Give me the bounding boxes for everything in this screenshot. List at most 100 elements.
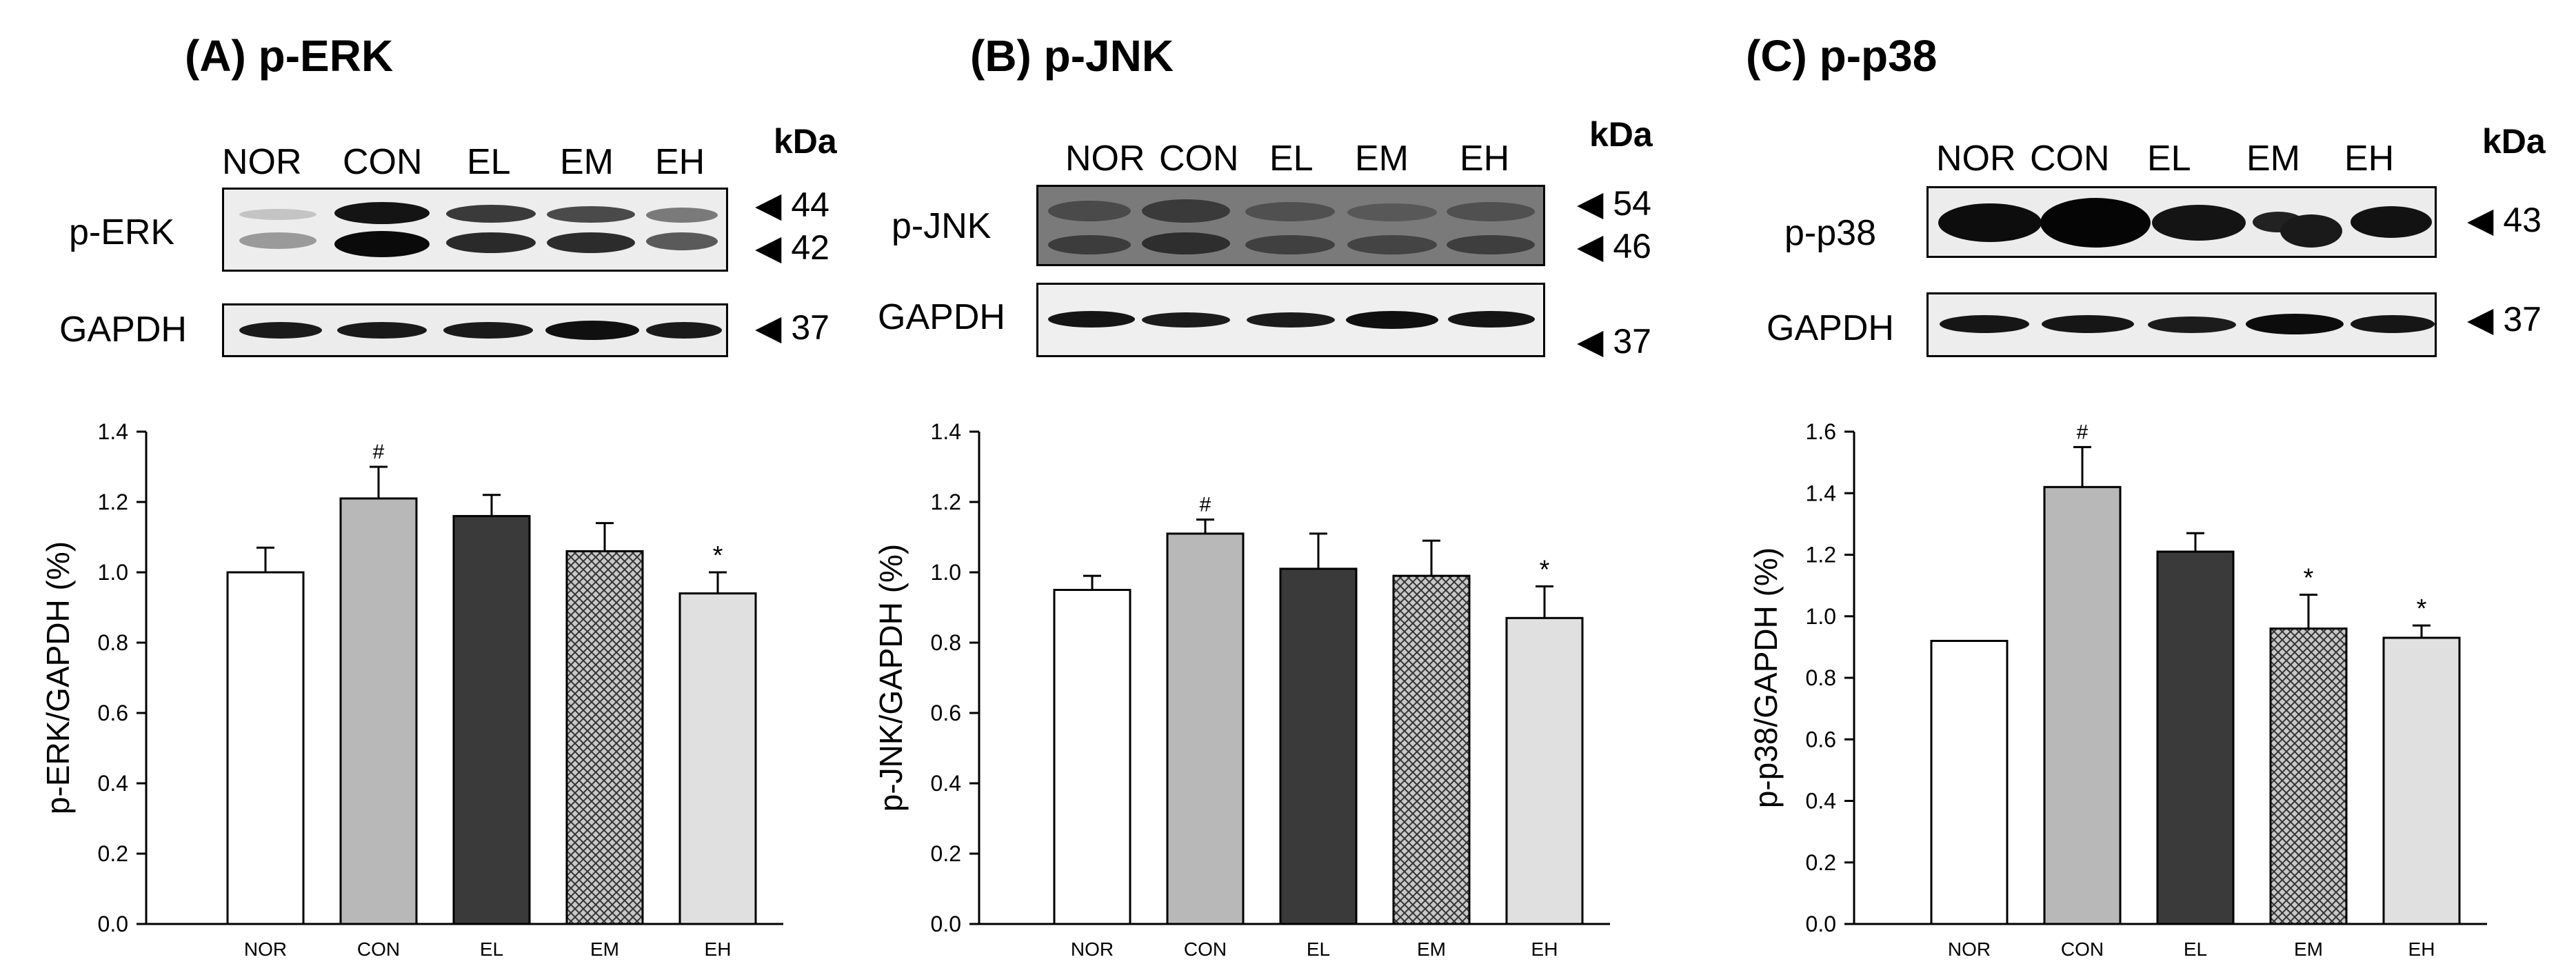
loading-blot bbox=[1036, 283, 1545, 357]
y-tick-label: 1.4 bbox=[98, 419, 128, 444]
panel-c: (C) p-p38 kDa NOR CON EL EM EH p-p38 ◀ 4… bbox=[1703, 0, 2558, 975]
marker-value: 46 bbox=[1613, 227, 1651, 265]
x-tick-label: EH bbox=[705, 938, 732, 960]
lane-label: EH bbox=[655, 142, 705, 182]
loading-blot bbox=[222, 303, 728, 357]
y-tick-label: 0.6 bbox=[1806, 727, 1836, 752]
y-tick-label: 0.0 bbox=[931, 912, 961, 936]
marker-value: 37 bbox=[2503, 300, 2542, 339]
bar-em bbox=[1392, 574, 1471, 925]
y-tick-label: 0.0 bbox=[98, 912, 128, 936]
significance-mark: * bbox=[1540, 555, 1550, 584]
x-tick-label: EH bbox=[1531, 938, 1558, 960]
significance-mark: * bbox=[2304, 564, 2314, 593]
kda-label: kDa bbox=[2482, 122, 2546, 161]
kda-label: kDa bbox=[1589, 115, 1653, 154]
lane-label: CON bbox=[343, 142, 423, 182]
panel-title: (C) p-p38 bbox=[1746, 31, 1938, 81]
y-tick-label: 1.2 bbox=[1806, 543, 1836, 567]
bar-nor bbox=[226, 571, 305, 925]
y-tick-label: 1.4 bbox=[1806, 481, 1836, 505]
target-label: p-ERK bbox=[69, 212, 175, 252]
y-tick-label: 1.4 bbox=[931, 419, 961, 444]
y-tick-label: 0.2 bbox=[1806, 850, 1836, 875]
y-tick-label: 0.2 bbox=[931, 841, 961, 866]
y-tick-label: 0.8 bbox=[1806, 665, 1836, 690]
target-label: p-JNK bbox=[892, 206, 992, 246]
marker-value: 37 bbox=[791, 308, 829, 347]
target-marker: ◀ 42 bbox=[755, 228, 829, 267]
marker-value: 37 bbox=[1613, 322, 1651, 361]
x-tick-label: EH bbox=[2408, 938, 2435, 960]
y-tick-label: 0.4 bbox=[1806, 789, 1836, 814]
panel-title: (A) p-ERK bbox=[185, 31, 394, 81]
target-marker: ◀ 54 bbox=[1577, 184, 1651, 223]
x-tick-label: NOR bbox=[1948, 938, 1991, 960]
lane-label: CON bbox=[1159, 139, 1239, 179]
y-tick-label: 1.6 bbox=[1806, 419, 1836, 444]
x-tick-label: EL bbox=[480, 938, 503, 960]
bar-con bbox=[2043, 485, 2122, 925]
y-tick-label: 1.2 bbox=[931, 490, 961, 514]
x-tick-label: NOR bbox=[244, 938, 287, 960]
target-marker: ◀ 43 bbox=[2467, 201, 2542, 239]
bar-chart: 0.0 0.2 0.4 0.6 0.8 1.0 1.2 1.4 1.6 p-p38/GAPDH (… bbox=[1748, 419, 2487, 960]
x-tick-label: EM bbox=[2294, 938, 2323, 960]
x-tick-label: CON bbox=[357, 938, 400, 960]
significance-mark: # bbox=[2077, 421, 2089, 443]
y-tick-label: 0.8 bbox=[98, 630, 128, 655]
loading-label: GAPDH bbox=[878, 297, 1005, 337]
y-tick-label: 1.0 bbox=[931, 560, 961, 585]
y-tick-label: 1.2 bbox=[98, 490, 128, 514]
y-tick-label: 0.4 bbox=[98, 771, 128, 796]
loading-label: GAPDH bbox=[59, 310, 187, 350]
bar-el bbox=[452, 514, 531, 925]
lane-label: EL bbox=[2147, 139, 2191, 179]
loading-label: GAPDH bbox=[1767, 308, 1894, 348]
bar-con bbox=[339, 497, 418, 925]
significance-mark: * bbox=[2417, 594, 2427, 623]
significance-mark: # bbox=[373, 441, 385, 463]
bar-el bbox=[2156, 550, 2235, 925]
lane-label: EM bbox=[2246, 139, 2300, 179]
bar-con bbox=[1166, 532, 1245, 925]
target-blot bbox=[222, 188, 728, 272]
bar-eh bbox=[2382, 636, 2461, 925]
y-tick-label: 0.6 bbox=[98, 701, 128, 725]
x-tick-label: EM bbox=[1417, 938, 1446, 960]
x-tick-label: NOR bbox=[1071, 938, 1114, 960]
marker-value: 42 bbox=[791, 228, 829, 267]
bar-chart: 0.0 0.2 0.4 0.6 0.8 1.0 1.2 1.4 p-JNK/GAPDH (%) N… bbox=[873, 419, 1610, 960]
lane-label: NOR bbox=[222, 142, 302, 182]
x-tick-label: CON bbox=[1184, 938, 1227, 960]
y-axis-label: p-p38/GAPDH (%) bbox=[1748, 547, 1784, 808]
bar-eh bbox=[678, 592, 757, 925]
target-marker: ◀ 46 bbox=[1577, 227, 1651, 265]
panel-a: (A) p-ERK kDa NOR CON EL EM EH p-ERK ◀ 4… bbox=[0, 0, 855, 975]
y-axis-label: p-JNK/GAPDH (%) bbox=[873, 544, 909, 812]
lane-label: EM bbox=[1355, 139, 1409, 179]
loading-blot bbox=[1926, 292, 2437, 357]
x-tick-label: EL bbox=[1307, 938, 1330, 960]
x-tick-label: CON bbox=[2061, 938, 2104, 960]
marker-value: 54 bbox=[1613, 184, 1651, 223]
bar-nor bbox=[1053, 589, 1131, 925]
lane-label: EL bbox=[1269, 139, 1314, 179]
target-marker: ◀ 44 bbox=[755, 185, 829, 224]
y-tick-label: 0.8 bbox=[931, 630, 961, 655]
lane-label: EL bbox=[467, 142, 511, 182]
significance-mark: # bbox=[1200, 494, 1211, 516]
y-tick-label: 0.0 bbox=[1806, 912, 1836, 936]
lane-label: EH bbox=[1460, 139, 1510, 179]
x-tick-label: EM bbox=[590, 938, 619, 960]
x-tick-label: EL bbox=[2184, 938, 2207, 960]
bar-chart: 0.0 0.2 0.4 0.6 0.8 1.0 1.2 1.4 p-ERK/GAPDH (%) N… bbox=[40, 419, 783, 960]
lane-label: EH bbox=[2344, 139, 2395, 179]
kda-label: kDa bbox=[774, 122, 837, 161]
bar-eh bbox=[1505, 616, 1584, 925]
bar-nor bbox=[1930, 639, 2009, 925]
loading-marker: ◀ 37 bbox=[755, 308, 829, 347]
bar-em bbox=[2269, 627, 2348, 925]
target-blot bbox=[1036, 185, 1545, 266]
y-tick-label: 1.0 bbox=[1806, 604, 1836, 629]
